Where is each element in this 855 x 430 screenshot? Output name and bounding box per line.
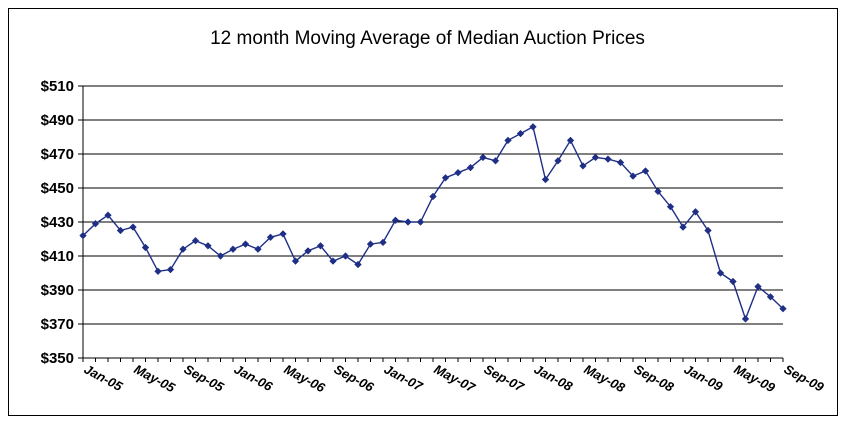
data-point bbox=[516, 129, 525, 138]
x-tick-label: Jan-05 bbox=[82, 361, 126, 394]
x-tick-label: May-09 bbox=[732, 361, 779, 395]
data-point bbox=[691, 208, 700, 216]
x-axis-ticks: Jan-05 May-05 Sep-05 Jan-06 May-06 Sep-06 Jan-… bbox=[82, 361, 827, 395]
data-point bbox=[91, 219, 100, 228]
data-point bbox=[704, 226, 712, 235]
data-point bbox=[341, 252, 350, 260]
data-point bbox=[154, 267, 162, 276]
x-tick-label: May-07 bbox=[432, 361, 479, 395]
y-tick-label: $410 bbox=[41, 248, 74, 265]
x-tick-label: Jan-08 bbox=[532, 361, 576, 394]
data-point bbox=[454, 168, 462, 177]
data-point bbox=[279, 230, 287, 238]
data-point bbox=[404, 218, 412, 226]
x-tick-label: Sep-06 bbox=[332, 361, 377, 395]
x-tick-label: Jan-09 bbox=[682, 361, 726, 394]
data-point bbox=[466, 163, 475, 172]
data-point bbox=[179, 245, 187, 253]
y-axis-ticks: $350 $370 $390 $410 $430 $450 $470 $490 $510 bbox=[41, 78, 74, 367]
y-tick-label: $470 bbox=[41, 146, 74, 163]
y-tick-label: $510 bbox=[41, 78, 74, 95]
x-tick-label: May-08 bbox=[582, 361, 629, 395]
x-tick-label: Sep-07 bbox=[482, 361, 527, 395]
data-point bbox=[79, 231, 87, 240]
data-point bbox=[229, 245, 237, 253]
data-point bbox=[779, 304, 787, 313]
x-tick-label: Sep-05 bbox=[182, 361, 227, 395]
data-point bbox=[304, 247, 312, 255]
data-point bbox=[529, 123, 537, 131]
data-point bbox=[216, 252, 225, 260]
chart-title: 12 month Moving Average of Median Auctio… bbox=[210, 28, 645, 49]
data-point bbox=[566, 136, 575, 145]
data-point bbox=[266, 233, 275, 242]
data-point bbox=[741, 315, 750, 323]
x-tick-label: Sep-08 bbox=[632, 361, 677, 395]
data-point bbox=[491, 157, 500, 165]
data-point bbox=[379, 238, 387, 247]
data-point bbox=[766, 293, 775, 301]
data-point bbox=[366, 240, 375, 248]
data-point bbox=[191, 236, 200, 245]
x-tick-label: Jan-07 bbox=[382, 361, 426, 394]
data-point bbox=[629, 172, 637, 180]
data-point bbox=[166, 265, 175, 274]
data-point bbox=[241, 240, 250, 248]
data-point bbox=[679, 223, 687, 231]
data-point bbox=[591, 153, 600, 162]
data-point bbox=[316, 242, 325, 250]
x-tick-label: Sep-09 bbox=[782, 361, 827, 395]
data-point bbox=[504, 136, 512, 145]
y-tick-label: $430 bbox=[41, 214, 74, 231]
data-point bbox=[716, 269, 725, 277]
data-point bbox=[541, 175, 550, 184]
data-point bbox=[441, 174, 450, 182]
data-point bbox=[479, 153, 487, 162]
price-series bbox=[79, 123, 787, 323]
data-point bbox=[554, 157, 562, 165]
data-point bbox=[654, 187, 662, 196]
data-point bbox=[754, 282, 762, 291]
data-point bbox=[104, 211, 112, 219]
grid-lines bbox=[83, 85, 783, 359]
data-point bbox=[391, 216, 400, 225]
y-tick-label: $370 bbox=[41, 316, 74, 333]
data-point bbox=[666, 202, 675, 211]
x-tick-label: May-05 bbox=[132, 361, 179, 395]
data-point bbox=[429, 192, 437, 201]
data-point bbox=[354, 260, 362, 269]
data-point bbox=[141, 243, 150, 252]
data-point bbox=[329, 257, 337, 265]
data-point bbox=[416, 218, 425, 226]
data-point bbox=[616, 158, 625, 167]
data-point bbox=[291, 257, 300, 265]
data-point bbox=[129, 223, 137, 231]
data-point bbox=[204, 242, 212, 250]
axes bbox=[78, 85, 784, 362]
x-tick-label: May-06 bbox=[282, 361, 329, 395]
chart-frame bbox=[8, 8, 838, 416]
y-tick-label: $390 bbox=[41, 282, 74, 299]
data-point bbox=[254, 245, 262, 253]
data-point bbox=[729, 277, 737, 286]
data-point bbox=[579, 162, 587, 170]
y-tick-label: $490 bbox=[41, 112, 74, 129]
data-point bbox=[116, 226, 125, 235]
y-tick-label: $350 bbox=[41, 350, 74, 367]
data-point bbox=[604, 155, 612, 163]
data-point bbox=[641, 167, 650, 175]
x-tick-label: Jan-06 bbox=[232, 361, 276, 394]
y-tick-label: $450 bbox=[41, 180, 74, 197]
